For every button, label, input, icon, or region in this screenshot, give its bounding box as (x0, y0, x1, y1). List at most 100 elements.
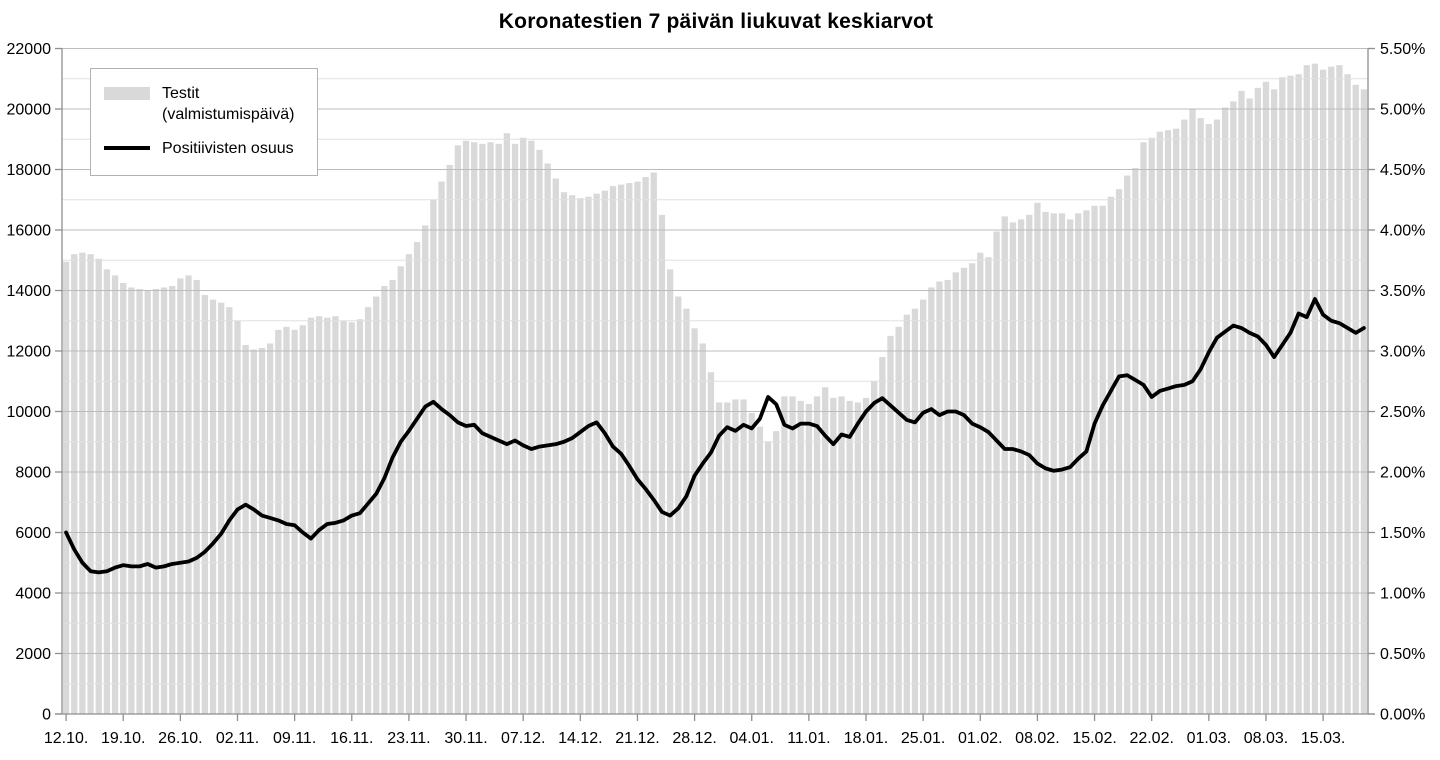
bar (528, 140, 535, 714)
x-axis-label: 16.11. (330, 730, 373, 747)
bar (1173, 128, 1180, 714)
x-axis-label: 08.03. (1244, 730, 1288, 747)
bar (928, 287, 935, 714)
bar (952, 272, 959, 714)
bar (1009, 222, 1017, 714)
bar (552, 178, 559, 714)
right-axis-label: 4.00% (1380, 223, 1425, 240)
bar (1336, 65, 1343, 714)
bar (1075, 213, 1082, 715)
x-axis-label: 23.11. (387, 730, 430, 747)
bar (315, 316, 323, 714)
bar (446, 164, 453, 714)
bar (658, 214, 666, 715)
bar (62, 261, 70, 714)
bar (1050, 213, 1057, 715)
bar (650, 172, 657, 714)
bar (364, 307, 372, 714)
right-axis-label: 1.00% (1380, 586, 1425, 603)
right-axis-label: 4.50% (1380, 162, 1425, 179)
bar (1270, 89, 1278, 715)
bar (389, 279, 396, 714)
right-axis-label: 0.50% (1380, 646, 1425, 663)
bar (1319, 69, 1327, 715)
bar (1083, 210, 1090, 714)
bar (266, 343, 274, 714)
legend-item-positivity: Positiivisten osuus (104, 138, 305, 159)
bar (226, 307, 233, 714)
bar (781, 396, 788, 715)
legend-item-positivity-label: Positiivisten osuus (162, 140, 294, 157)
bar (95, 258, 102, 714)
x-axis-label: 02.11. (216, 730, 259, 747)
right-axis-label: 2.50% (1380, 404, 1425, 421)
bar (283, 326, 290, 714)
bar (1001, 216, 1008, 714)
bar (201, 295, 208, 714)
x-axis-label: 14.12. (558, 730, 602, 747)
bar (846, 400, 853, 714)
bar (160, 287, 168, 714)
bar (136, 288, 143, 714)
bar (471, 142, 478, 714)
bar (356, 319, 364, 714)
x-axis-label: 11.01. (787, 730, 830, 747)
bar (977, 252, 984, 714)
bar (169, 285, 176, 714)
left-axis-label: 0 (42, 707, 51, 724)
bar (740, 399, 747, 714)
bar (536, 149, 543, 715)
left-axis-label: 10000 (7, 404, 52, 421)
bar (634, 181, 641, 715)
bar (683, 308, 690, 714)
bar (381, 285, 388, 714)
x-axis-label: 18.01. (844, 730, 888, 747)
bar (666, 269, 674, 714)
bar (209, 299, 217, 714)
bar (813, 396, 821, 715)
bar (71, 254, 78, 714)
bar (748, 413, 755, 714)
right-axis-label: 2.00% (1380, 465, 1425, 482)
right-axis-label: 3.50% (1380, 283, 1425, 300)
bar (79, 252, 86, 714)
x-axis-label: 09.11. (273, 730, 316, 747)
x-axis-label: 12.10. (44, 730, 88, 747)
bar (879, 357, 886, 714)
bar (111, 275, 119, 715)
bar (430, 199, 437, 714)
bar (626, 183, 633, 715)
bar (177, 278, 184, 714)
bar (120, 282, 127, 714)
bar (805, 403, 813, 714)
x-axis-label: 22.02. (1129, 730, 1173, 747)
x-axis-label: 19.10. (101, 730, 145, 747)
bar (1246, 98, 1253, 714)
bar (348, 322, 355, 714)
bar (944, 279, 951, 714)
bar (1328, 66, 1335, 714)
bar (968, 263, 976, 714)
right-axis-label: 1.50% (1380, 525, 1425, 542)
axes: 0 2000 4000 6000 8000 10000 12000 14000 16000 180… (7, 41, 1426, 747)
bar (577, 198, 584, 715)
chart-title: Koronatestien 7 päivän liukuvat keskiarv… (498, 10, 934, 33)
left-axis-label: 20000 (7, 102, 52, 119)
bar (756, 426, 764, 715)
bar (911, 308, 919, 714)
bar (1107, 196, 1115, 715)
bar (503, 133, 511, 714)
bar (1254, 87, 1261, 714)
bar (1148, 137, 1155, 715)
bar (919, 299, 927, 714)
bar (1230, 101, 1237, 714)
bar (1287, 75, 1294, 715)
bar (422, 225, 429, 714)
bar (454, 145, 462, 715)
bar (1295, 74, 1302, 714)
bar (152, 288, 160, 714)
bar (699, 343, 706, 714)
right-axis-label: 3.00% (1380, 344, 1425, 361)
bar (291, 329, 298, 714)
